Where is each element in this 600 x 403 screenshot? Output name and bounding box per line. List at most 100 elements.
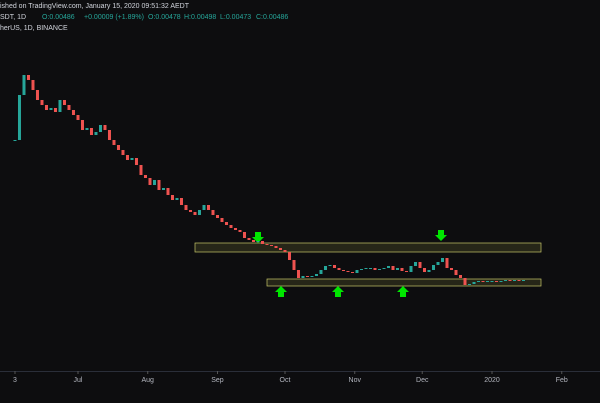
candle xyxy=(463,278,467,285)
candle xyxy=(98,125,102,132)
x-tick-label: Dec xyxy=(416,377,429,384)
candle xyxy=(247,238,251,240)
down-arrow xyxy=(252,232,264,243)
candle xyxy=(76,115,80,120)
high: H:0.00498 xyxy=(184,14,216,21)
candle xyxy=(499,281,503,282)
candle xyxy=(53,108,57,112)
candle xyxy=(521,280,525,281)
candle xyxy=(409,266,413,272)
candle xyxy=(436,262,440,265)
down-arrow xyxy=(435,230,447,241)
candle xyxy=(157,180,161,190)
candle xyxy=(112,140,116,145)
candle xyxy=(314,274,318,276)
candle xyxy=(337,268,341,270)
candle xyxy=(139,165,143,175)
candle xyxy=(256,241,260,242)
candle xyxy=(125,155,129,160)
candle xyxy=(454,270,458,275)
up-arrow xyxy=(332,286,344,297)
candle xyxy=(58,100,62,112)
candle xyxy=(445,258,449,268)
candle xyxy=(427,270,431,272)
candle xyxy=(242,232,246,238)
candle xyxy=(355,270,359,273)
last-price: O:0.00486 xyxy=(42,14,75,21)
candle xyxy=(508,280,512,281)
candle xyxy=(476,281,480,282)
candle xyxy=(143,175,147,178)
up-arrow xyxy=(397,286,409,297)
candle xyxy=(94,132,98,135)
candle xyxy=(17,95,21,140)
candle xyxy=(458,275,462,278)
candle xyxy=(49,108,53,110)
change: +0.00009 (+1.89%) xyxy=(84,14,144,21)
candle xyxy=(35,90,39,100)
candle xyxy=(170,195,174,200)
candle xyxy=(341,270,345,271)
candle xyxy=(332,265,336,268)
x-tick-label: Aug xyxy=(142,377,155,384)
header: ished on TradingView.com, January 15, 20… xyxy=(0,3,288,32)
candle xyxy=(265,244,269,245)
candle xyxy=(148,178,152,185)
candle xyxy=(422,268,426,272)
pair: herUS, 1D, BINANCE xyxy=(0,25,68,32)
candle xyxy=(130,158,134,160)
x-tick-label: Jul xyxy=(74,377,83,384)
up-arrow xyxy=(275,286,287,297)
candle xyxy=(40,100,44,105)
candle xyxy=(44,105,48,110)
candle xyxy=(346,271,350,272)
candle xyxy=(404,271,408,272)
candle xyxy=(319,270,323,274)
candle xyxy=(283,250,287,252)
x-tick-label: Feb xyxy=(556,377,568,384)
candle xyxy=(166,188,170,195)
candle xyxy=(377,269,381,270)
candle xyxy=(490,281,494,282)
candle xyxy=(373,268,377,270)
candle xyxy=(179,198,183,205)
candle xyxy=(161,188,165,190)
candle xyxy=(206,205,210,210)
candle xyxy=(85,128,89,130)
x-tick-label: Sep xyxy=(211,377,224,384)
candle xyxy=(350,272,354,273)
candle xyxy=(418,262,422,268)
candle xyxy=(116,145,120,150)
symbol: SDT, 1D xyxy=(0,14,26,21)
candle xyxy=(220,218,224,222)
close: C:0.00486 xyxy=(256,14,288,21)
candle xyxy=(481,281,485,282)
candle xyxy=(395,268,399,270)
candle xyxy=(485,281,489,282)
candle xyxy=(175,198,179,200)
low: L:0.00473 xyxy=(220,14,251,21)
candle xyxy=(382,268,386,269)
candle xyxy=(368,268,372,269)
candle xyxy=(251,240,255,242)
candle xyxy=(301,276,305,278)
candle xyxy=(391,266,395,270)
candle xyxy=(310,276,314,277)
candle xyxy=(517,280,521,281)
candle xyxy=(386,266,390,268)
support-box xyxy=(266,278,542,287)
candle xyxy=(413,262,417,266)
candle xyxy=(359,269,363,270)
x-tick-label: Oct xyxy=(280,377,291,384)
candle xyxy=(328,265,332,266)
candle xyxy=(269,245,273,246)
candle xyxy=(211,210,215,215)
candle xyxy=(71,110,75,115)
candle xyxy=(296,270,300,278)
candle xyxy=(287,252,291,260)
arrows xyxy=(252,230,447,297)
candle xyxy=(229,225,233,228)
candle xyxy=(305,276,309,277)
candle xyxy=(13,140,17,141)
